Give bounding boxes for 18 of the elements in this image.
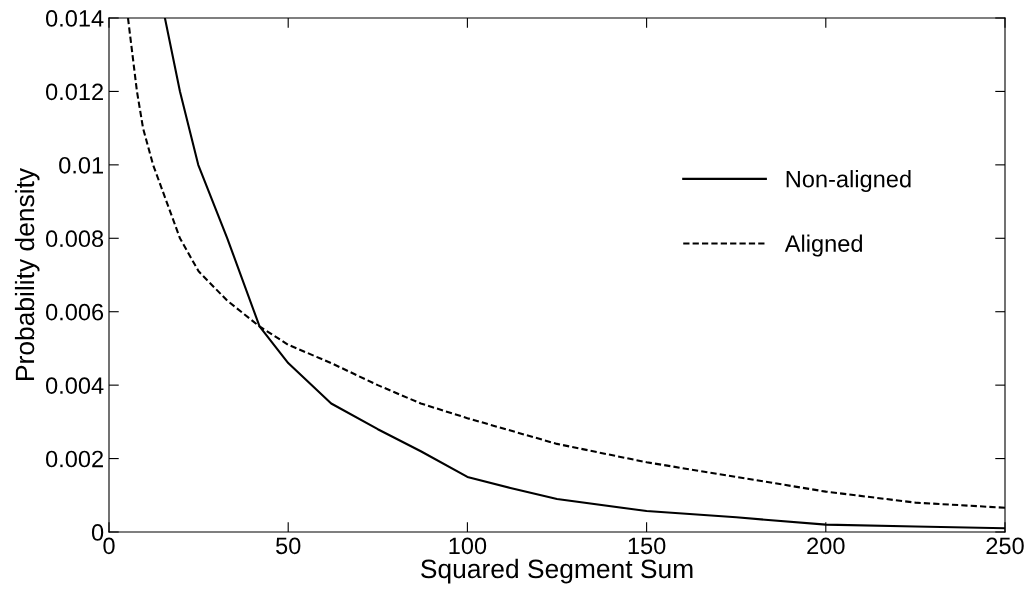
y-tick-label: 0.014 [45,10,104,27]
y-tick-label: 0.008 [45,230,104,248]
y-tick-label: 0 [91,524,104,541]
x-axis-title: Squared Segment Sum [421,558,693,584]
y-tick-label: 0.01 [59,156,103,174]
y-axis-title: Probability density [14,167,40,380]
x-tick-label: 200 [807,537,845,555]
x-tick-label: 0 [103,537,115,555]
y-tick-label: 0.006 [45,303,104,321]
x-tick-label: 50 [276,537,301,555]
y-tick-label: 0.002 [45,450,103,468]
y-tick-label: 0.004 [45,377,104,394]
x-tick-label: 150 [628,537,666,555]
x-tick-label: 100 [449,537,487,555]
x-tick-label: 250 [986,537,1024,555]
y-tick-label: 0.012 [45,83,103,101]
legend-label: Non-aligned [786,170,911,193]
legend-label: Aligned [784,234,862,257]
